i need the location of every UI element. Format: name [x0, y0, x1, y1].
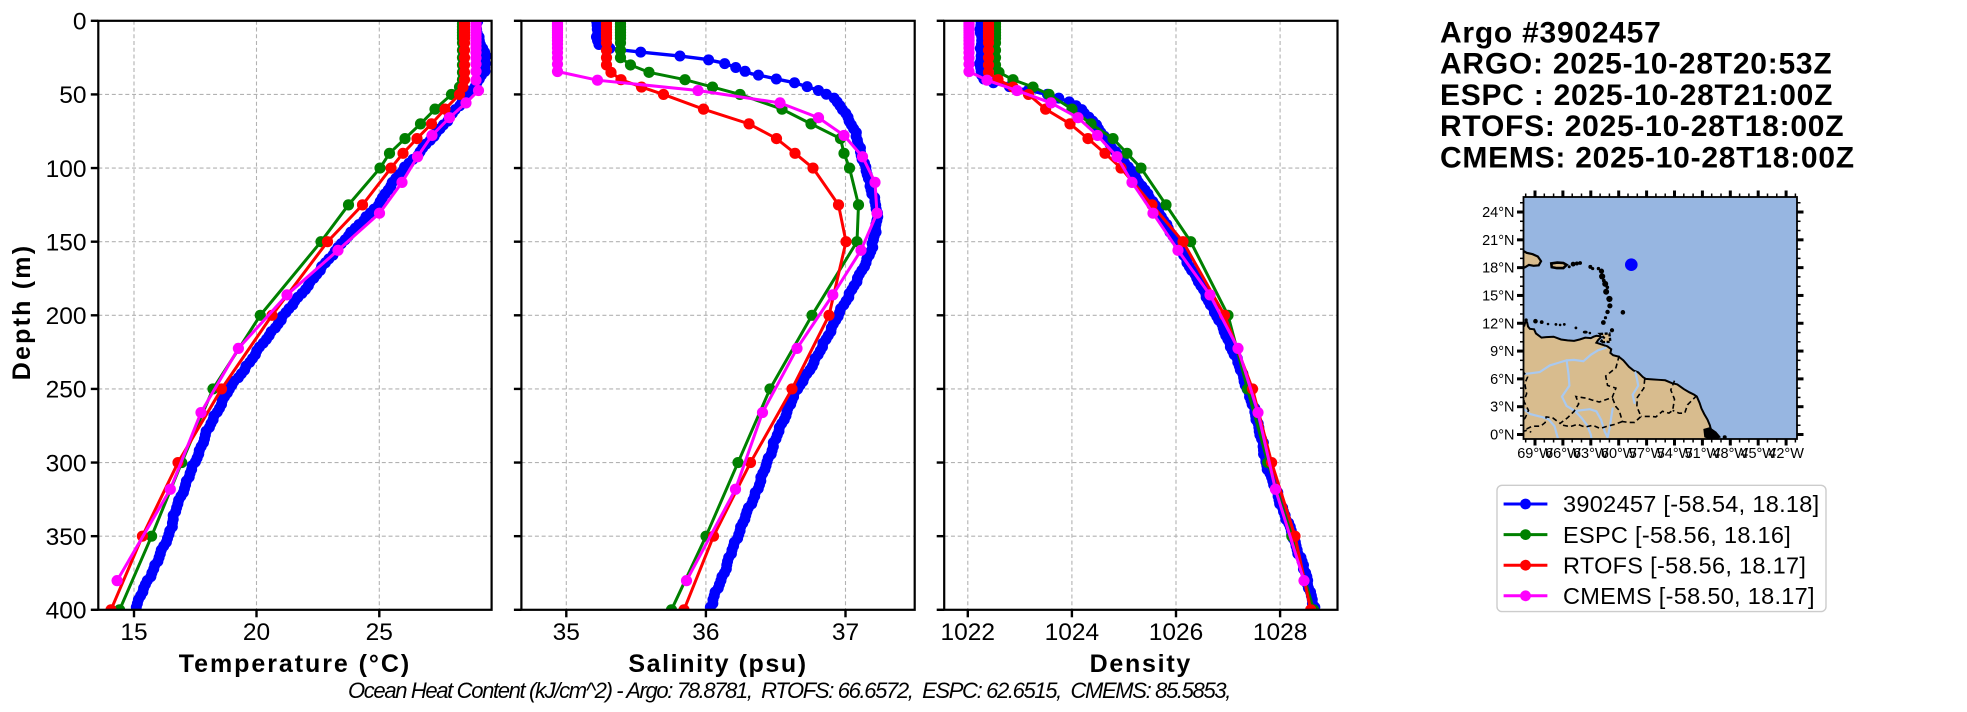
svg-text:50: 50 [59, 82, 86, 109]
svg-text:18°N: 18°N [1482, 261, 1514, 277]
svg-text:9°N: 9°N [1490, 344, 1514, 360]
svg-text:CMEMS [-58.50, 18.17]: CMEMS [-58.50, 18.17] [1563, 583, 1815, 609]
svg-text:20: 20 [243, 619, 270, 646]
svg-text:100: 100 [46, 156, 87, 183]
svg-text:66°W: 66°W [1545, 446, 1581, 462]
svg-text:36: 36 [692, 619, 719, 646]
svg-text:60°W: 60°W [1601, 446, 1637, 462]
svg-text:15: 15 [120, 619, 147, 646]
svg-text:Salinity (psu): Salinity (psu) [628, 650, 807, 678]
svg-text:35: 35 [553, 619, 580, 646]
svg-text:25: 25 [366, 619, 393, 646]
svg-text:3902457 [-58.54, 18.18]: 3902457 [-58.54, 18.18] [1563, 491, 1819, 517]
svg-text:57°W: 57°W [1629, 446, 1665, 462]
svg-text:3°N: 3°N [1490, 400, 1514, 416]
svg-text:1022: 1022 [941, 619, 996, 646]
svg-text:150: 150 [46, 229, 87, 256]
svg-text:200: 200 [46, 303, 87, 330]
svg-text:1024: 1024 [1045, 619, 1100, 646]
svg-text:300: 300 [46, 450, 87, 477]
svg-text:ESPC [-58.56, 18.16]: ESPC [-58.56, 18.16] [1563, 522, 1791, 548]
svg-text:RTOFS: 2025-10-28T18:00Z: RTOFS: 2025-10-28T18:00Z [1440, 110, 1844, 143]
svg-text:ESPC : 2025-10-28T21:00Z: ESPC : 2025-10-28T21:00Z [1440, 79, 1833, 112]
svg-text:6°N: 6°N [1490, 372, 1514, 388]
svg-text:1026: 1026 [1149, 619, 1204, 646]
svg-text:24°N: 24°N [1482, 205, 1514, 221]
svg-text:42°W: 42°W [1768, 446, 1804, 462]
svg-text:45°W: 45°W [1740, 446, 1776, 462]
svg-text:21°N: 21°N [1482, 233, 1514, 249]
svg-text:Ocean Heat Content (kJ/cm^2) -: Ocean Heat Content (kJ/cm^2) - Argo: 78.… [348, 678, 1230, 703]
svg-text:350: 350 [46, 524, 87, 551]
svg-text:37: 37 [832, 619, 859, 646]
svg-text:69°W: 69°W [1517, 446, 1553, 462]
svg-text:ARGO: 2025-10-28T20:53Z: ARGO: 2025-10-28T20:53Z [1440, 48, 1832, 81]
svg-text:48°W: 48°W [1712, 446, 1748, 462]
svg-text:RTOFS [-58.56, 18.17]: RTOFS [-58.56, 18.17] [1563, 552, 1806, 578]
svg-text:250: 250 [46, 377, 87, 404]
svg-text:400: 400 [46, 598, 87, 625]
svg-text:Argo #3902457: Argo #3902457 [1440, 17, 1662, 50]
svg-text:1028: 1028 [1253, 619, 1308, 646]
svg-text:Density: Density [1090, 650, 1192, 678]
svg-text:Temperature (°C): Temperature (°C) [179, 650, 411, 678]
svg-text:15°N: 15°N [1482, 288, 1514, 304]
svg-text:Depth (m): Depth (m) [8, 244, 36, 380]
svg-text:CMEMS: 2025-10-28T18:00Z: CMEMS: 2025-10-28T18:00Z [1440, 141, 1855, 174]
svg-text:12°N: 12°N [1482, 316, 1514, 332]
svg-text:63°W: 63°W [1573, 446, 1609, 462]
svg-text:0°N: 0°N [1490, 428, 1514, 444]
svg-text:51°W: 51°W [1685, 446, 1721, 462]
svg-text:54°W: 54°W [1657, 446, 1693, 462]
svg-text:0: 0 [73, 9, 87, 36]
